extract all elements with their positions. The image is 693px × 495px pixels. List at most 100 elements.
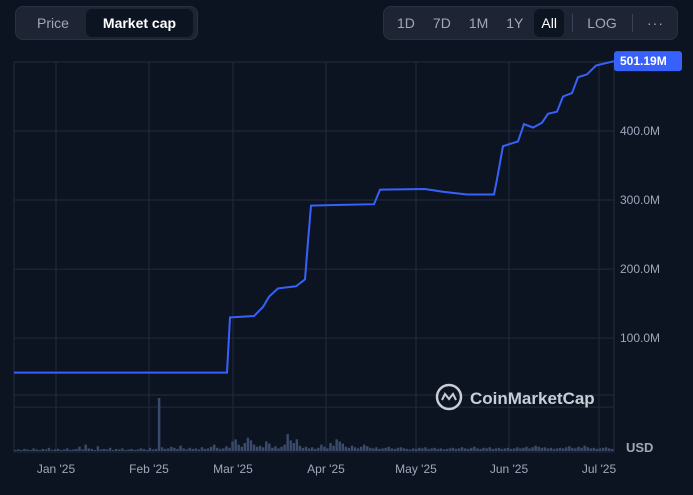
volume-bar [115, 448, 118, 451]
volume-bar [292, 443, 296, 451]
volume-bar [415, 448, 418, 451]
volume-bar [69, 449, 72, 451]
volume-bar [341, 443, 345, 451]
volume-bar [464, 448, 467, 451]
volume-bar [359, 446, 363, 451]
volume-bar [72, 449, 75, 451]
volume-bar [549, 447, 553, 451]
volume-bar [488, 447, 491, 451]
volume-bar [102, 448, 106, 451]
volume-bar [491, 448, 495, 451]
volume-bars [14, 398, 614, 451]
volume-bar [583, 445, 586, 451]
volume-bar [329, 443, 332, 451]
x-tick-label: Jan '25 [37, 462, 76, 476]
volume-bar [133, 449, 136, 451]
volume-bar [418, 447, 421, 451]
volume-bar [203, 448, 207, 451]
market-cap-line [14, 60, 615, 374]
volume-bar [378, 448, 381, 451]
volume-bar [268, 443, 271, 451]
volume-bar [500, 448, 504, 451]
volume-bar [23, 448, 26, 451]
volume-bar [191, 448, 195, 451]
volume-bar [118, 449, 121, 451]
volume-bar [405, 448, 409, 451]
volume-bar [188, 447, 191, 451]
volume-bar [516, 447, 519, 451]
volume-bar [75, 448, 78, 451]
volume-bar [558, 447, 562, 451]
volume-bar [182, 448, 185, 451]
volume-bar [607, 448, 611, 451]
volume-bar [445, 448, 449, 451]
volume-bar [436, 448, 439, 451]
volume-bar [47, 447, 51, 451]
volume-bar [460, 447, 464, 451]
volume-bar [381, 448, 384, 451]
volume-bar [265, 441, 268, 451]
volume-bar [320, 444, 323, 451]
range-1m-button[interactable]: 1M [468, 15, 489, 31]
volume-bar [304, 446, 308, 451]
y-tick-label: 200.0M [620, 262, 660, 276]
market-cap-tab[interactable]: Market cap [85, 9, 194, 37]
volume-bar [252, 444, 256, 451]
volume-bar [271, 447, 274, 451]
x-axis: Jan '25 Feb '25 Mar '25 Apr '25 May '25 Jun '… [37, 462, 617, 476]
volume-bar [326, 448, 329, 451]
volume-bar [66, 448, 69, 451]
volume-bar [586, 447, 589, 451]
range-7d-button[interactable]: 7D [432, 15, 451, 31]
volume-bar [185, 449, 188, 451]
x-tick-label: Apr '25 [307, 462, 345, 476]
volume-bar [231, 441, 234, 451]
log-scale-button[interactable]: LOG [587, 15, 617, 31]
volume-bar [179, 445, 182, 451]
price-tab[interactable]: Price [37, 15, 69, 31]
volume-bar [212, 444, 216, 451]
more-options-button[interactable]: ··· [647, 15, 664, 31]
volume-bar [350, 445, 354, 451]
volume-bar [574, 448, 577, 451]
volume-bar [568, 446, 571, 451]
volume-bar [148, 447, 152, 451]
volume-bar [157, 398, 161, 451]
coinmarketcap-watermark: CoinMarketCap [435, 383, 595, 411]
volume-bar [531, 447, 534, 451]
volume-bar [430, 448, 433, 451]
volume-bar [335, 439, 338, 451]
volume-bar [108, 447, 112, 451]
last-value-badge: 501.19M [614, 51, 682, 72]
volume-bar [301, 447, 305, 451]
volume-bar [408, 449, 412, 451]
volume-bar [93, 449, 97, 451]
volume-bar [362, 444, 366, 451]
volume-bar [503, 448, 507, 451]
volume-bar [476, 448, 479, 451]
volume-bar [240, 446, 243, 451]
y-axis: 100.0M 200.0M 300.0M 400.0M [620, 124, 660, 345]
range-all-button[interactable]: All [534, 9, 564, 37]
volume-bar [485, 448, 488, 451]
volume-bar [399, 447, 403, 451]
range-1y-button[interactable]: 1Y [506, 15, 524, 31]
last-value-label: 501.19M [620, 54, 667, 68]
volume-bar [421, 448, 424, 451]
volume-bar [219, 448, 222, 451]
x-tick-label: May '25 [395, 462, 437, 476]
range-1d-button[interactable]: 1D [397, 15, 415, 31]
volume-bar [610, 448, 614, 451]
chart-type-toggle: Price Market cap [15, 6, 199, 40]
volume-bar [222, 448, 225, 451]
volume-bar [314, 448, 317, 451]
volume-bar [589, 448, 592, 451]
volume-bar [601, 447, 605, 451]
volume-bar [234, 439, 237, 451]
volume-bar [105, 449, 109, 451]
volume-bar [592, 447, 596, 451]
time-range-selector: 1D 7D 1M 1Y All LOG ··· [383, 6, 678, 40]
volume-bar [454, 448, 458, 451]
volume-bar [338, 441, 341, 451]
